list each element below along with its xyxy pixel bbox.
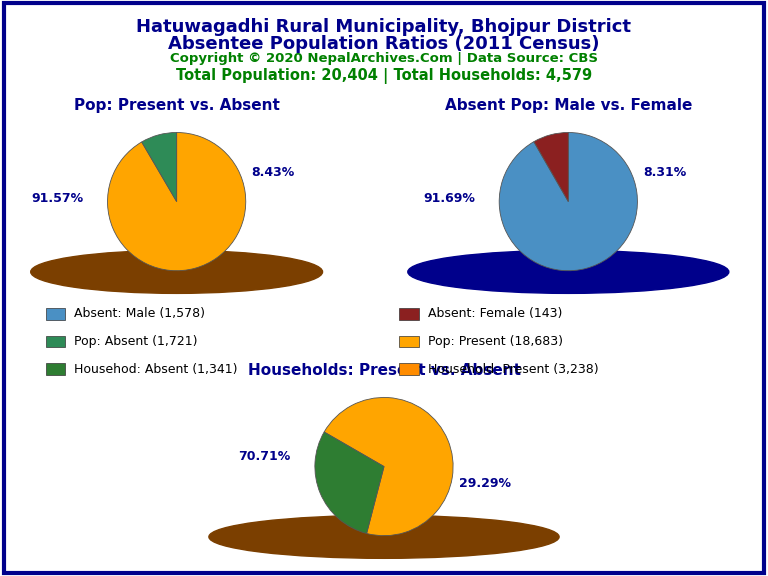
Text: Absentee Population Ratios (2011 Census): Absentee Population Ratios (2011 Census) (168, 35, 600, 52)
Wedge shape (499, 132, 637, 271)
Text: Household: Present (3,238): Household: Present (3,238) (428, 363, 598, 376)
Text: Total Population: 20,404 | Total Households: 4,579: Total Population: 20,404 | Total Househo… (176, 68, 592, 84)
Wedge shape (142, 132, 177, 202)
Wedge shape (534, 132, 568, 202)
Wedge shape (108, 132, 246, 271)
Text: 8.31%: 8.31% (643, 166, 687, 179)
Wedge shape (315, 432, 384, 533)
Title: Pop: Present vs. Absent: Pop: Present vs. Absent (74, 98, 280, 113)
Text: Pop: Absent (1,721): Pop: Absent (1,721) (74, 335, 198, 348)
Text: 91.57%: 91.57% (31, 192, 83, 204)
Text: Pop: Present (18,683): Pop: Present (18,683) (428, 335, 563, 348)
Ellipse shape (209, 516, 559, 558)
Text: 29.29%: 29.29% (458, 478, 511, 490)
Text: Househod: Absent (1,341): Househod: Absent (1,341) (74, 363, 238, 376)
Title: Absent Pop: Male vs. Female: Absent Pop: Male vs. Female (445, 98, 692, 113)
Wedge shape (324, 397, 453, 536)
Ellipse shape (31, 251, 323, 293)
Ellipse shape (408, 251, 729, 293)
Text: 91.69%: 91.69% (423, 192, 475, 204)
Text: Copyright © 2020 NepalArchives.Com | Data Source: CBS: Copyright © 2020 NepalArchives.Com | Dat… (170, 52, 598, 65)
Text: 8.43%: 8.43% (251, 166, 295, 179)
Text: Absent: Female (143): Absent: Female (143) (428, 308, 562, 320)
Title: Households: Present vs. Absent: Households: Present vs. Absent (247, 363, 521, 378)
Text: 70.71%: 70.71% (238, 450, 290, 463)
Text: Hatuwagadhi Rural Municipality, Bhojpur District: Hatuwagadhi Rural Municipality, Bhojpur … (137, 18, 631, 36)
Text: Absent: Male (1,578): Absent: Male (1,578) (74, 308, 206, 320)
